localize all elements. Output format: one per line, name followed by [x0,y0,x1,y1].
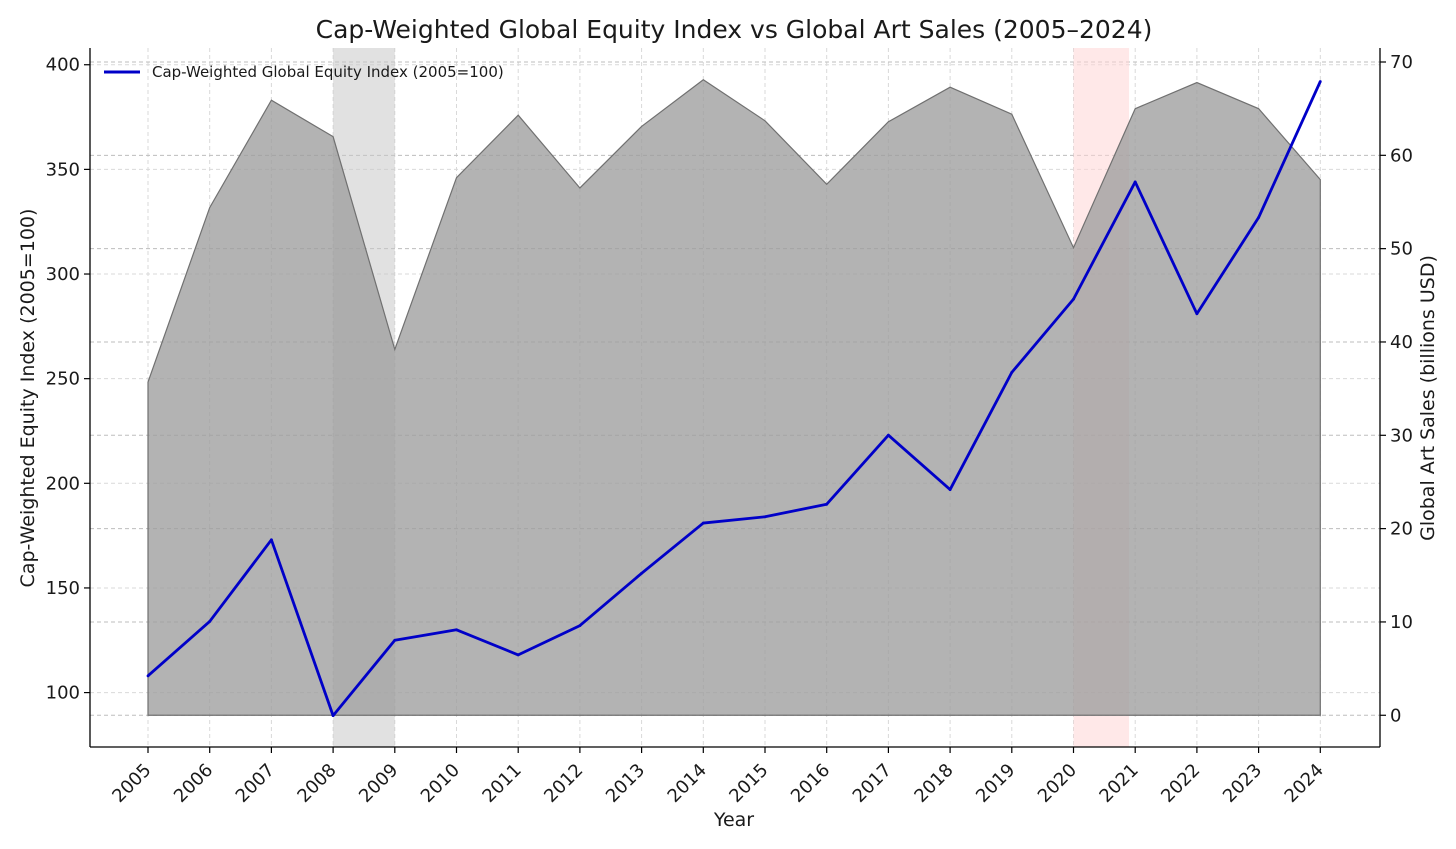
x-tick-label-2020: 2020 [1034,760,1081,807]
y-right-tick-label-60: 60 [1390,145,1413,166]
x-tick-label-2016: 2016 [787,760,834,807]
x-tick-label-2008: 2008 [293,760,340,807]
x-tick-label-2021: 2021 [1095,760,1142,807]
equity-index-point-2012 [578,624,582,628]
equity-index-point-2007 [270,538,273,542]
art-sales-area [147,78,1321,716]
y-left-tick-label-250: 250 [46,369,80,390]
equity-index-point-2008 [331,714,335,718]
equity-index-point-2016 [825,502,829,506]
y-left-tick-label-150: 150 [46,578,80,599]
equity-index-point-2018 [948,488,952,491]
equity-index-point-2022 [1195,312,1199,316]
y-right-tick-label-30: 30 [1390,425,1413,446]
y-left-tick-label-100: 100 [46,683,80,704]
equity-index-polyline [147,80,1322,718]
equity-index-point-2019 [1010,370,1014,374]
y-left-tick-label-350: 350 [46,159,80,180]
y-left-axis-ticks: 100 150 200 250 300 350 400 [46,55,90,704]
y-left-tick-label-200: 200 [46,473,80,494]
legend-label-equity-index: Cap-Weighted Global Equity Index (2005=1… [152,63,504,81]
x-tick-label-2012: 2012 [540,760,587,807]
x-tick-label-2007: 2007 [232,760,279,807]
x-tick-label-2009: 2009 [355,760,402,807]
y-left-tick-label-400: 400 [46,55,80,76]
equity-index-point-2014 [701,521,705,525]
y-left-tick-label-300: 300 [46,264,80,285]
y-right-axis-ticks: 0 10 20 30 40 50 60 70 [1380,52,1413,726]
equity-index-point-2006 [208,620,212,623]
x-axis-ticks: 2005 2006 2007 2008 2009 2010 2011 2012 2013 2014… [108,747,1328,807]
equity-index-point-2005 [146,674,150,678]
equity-index-point-2011 [516,653,520,657]
x-tick-label-2014: 2014 [664,760,711,807]
x-tick-label-2005: 2005 [108,760,155,807]
equity-index-point-2024 [1318,80,1322,83]
x-tick-label-2023: 2023 [1219,760,1266,807]
equity-index-point-2010 [455,628,458,632]
y-right-tick-label-40: 40 [1390,332,1413,353]
y-right-tick-label-70: 70 [1390,52,1413,73]
x-tick-label-2018: 2018 [910,760,957,807]
x-tick-label-2013: 2013 [602,760,649,807]
y-right-tick-label-20: 20 [1390,519,1413,540]
legend: Cap-Weighted Global Equity Index (2005=1… [104,63,504,81]
equity-index-point-2017 [887,433,890,437]
y-right-tick-label-10: 10 [1390,612,1413,633]
axes [89,48,1381,748]
equity-index-line [146,80,1322,718]
y-left-axis-label: Cap-Weighted Equity Index (2005=100) [17,209,39,588]
y-right-axis-label: Global Art Sales (billions USD) [1417,255,1439,541]
x-tick-label-2022: 2022 [1157,760,1204,807]
x-tick-label-2006: 2006 [170,760,217,807]
chart-title: Cap-Weighted Global Equity Index vs Glob… [316,15,1153,44]
x-tick-label-2015: 2015 [725,760,772,807]
y-right-tick-label-0: 0 [1390,705,1401,726]
equity-index-point-2009 [393,638,397,642]
equity-index-point-2015 [763,515,767,519]
x-tick-label-2024: 2024 [1281,760,1328,807]
x-axis-label: Year [713,809,754,831]
equity-index-point-2013 [640,571,643,575]
y-right-tick-label-50: 50 [1390,239,1413,260]
equity-index-point-2023 [1257,216,1260,219]
x-tick-label-2011: 2011 [478,760,525,807]
equity-index-point-2021 [1133,180,1137,184]
x-tick-label-2019: 2019 [972,760,1019,807]
equity-index-point-2020 [1072,297,1075,301]
x-tick-label-2010: 2010 [417,760,464,807]
x-tick-label-2017: 2017 [849,760,896,807]
art-sales-area-fill [147,78,1321,716]
